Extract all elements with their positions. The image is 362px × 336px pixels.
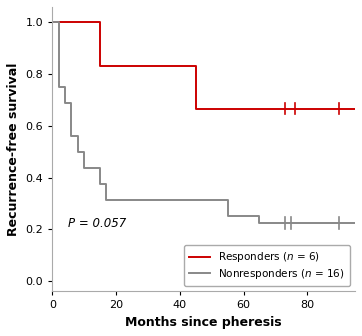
X-axis label: Months since pheresis: Months since pheresis	[125, 316, 282, 329]
Y-axis label: Recurrence-free survival: Recurrence-free survival	[7, 62, 20, 236]
Legend: Responders ($\it{n}$ = 6), Nonresponders ($\it{n}$ = 16): Responders ($\it{n}$ = 6), Nonresponders…	[184, 245, 350, 286]
Text: P = 0.057: P = 0.057	[68, 217, 126, 230]
